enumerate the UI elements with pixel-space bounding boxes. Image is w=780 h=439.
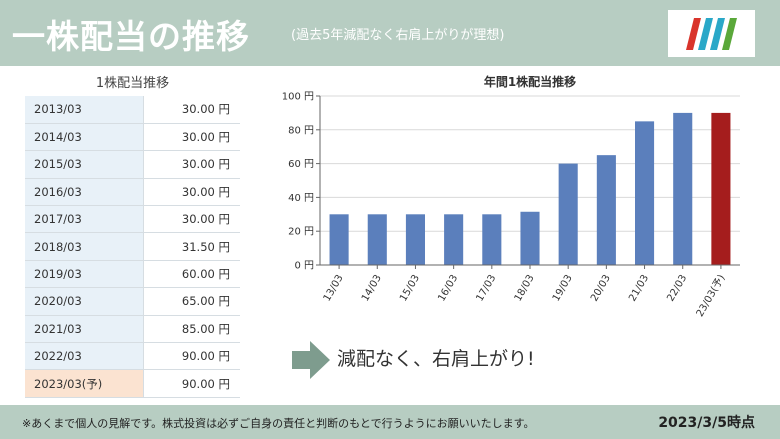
x-tick-label: 23/03(予) bbox=[694, 272, 728, 318]
table-cell-value: 30.00 円 bbox=[143, 96, 240, 124]
right-arrow-icon bbox=[292, 341, 330, 379]
bar bbox=[635, 121, 655, 265]
y-tick-label: 40 円 bbox=[288, 193, 314, 204]
table-row: 2023/03(予) 90.00 円 bbox=[25, 369, 240, 398]
x-tick-label: 14/03 bbox=[360, 273, 384, 303]
table-cell-year: 2013/03 bbox=[25, 96, 144, 124]
y-tick-label: 80 円 bbox=[288, 125, 314, 136]
table-cell-year: 2017/03 bbox=[25, 205, 144, 234]
chart-title: 年間1株配当推移 bbox=[484, 74, 576, 89]
bar-forecast bbox=[711, 112, 731, 266]
bar bbox=[367, 214, 387, 265]
y-tick-label: 100 円 bbox=[282, 92, 314, 103]
x-tick-label: 17/03 bbox=[474, 273, 498, 303]
table-cell-year: 2019/03 bbox=[25, 260, 144, 289]
table-cell-year: 2021/03 bbox=[25, 315, 144, 344]
x-tick-label: 16/03 bbox=[436, 273, 460, 303]
table-row: 2020/03 65.00 円 bbox=[25, 287, 240, 316]
x-tick-label: 19/03 bbox=[551, 273, 575, 303]
table-cell-value: 30.00 円 bbox=[143, 205, 240, 234]
table-row: 2021/03 85.00 円 bbox=[25, 315, 240, 344]
bar bbox=[405, 214, 425, 265]
x-tick-label: 22/03 bbox=[665, 273, 689, 303]
table-row: 2019/03 60.00 円 bbox=[25, 260, 240, 289]
table-cell-year: 2022/03 bbox=[25, 342, 144, 371]
x-tick-label: 21/03 bbox=[627, 273, 651, 303]
page-subtitle: (過去5年減配なく右肩上がりが理想) bbox=[291, 28, 505, 43]
bar bbox=[329, 214, 349, 265]
bar bbox=[444, 214, 464, 265]
table-row: 2018/03 31.50 円 bbox=[25, 232, 240, 261]
table-row: 2017/03 30.00 円 bbox=[25, 205, 240, 234]
header-bar: 一株配当の推移 (過去5年減配なく右肩上がりが理想) bbox=[0, 0, 780, 66]
dividend-bar-chart: 年間1株配当推移 0 円 20 円 40 円 60 円 80 円 100 円 13/03 14/… bbox=[282, 74, 740, 319]
table-cell-year: 2023/03(予) bbox=[25, 369, 144, 398]
dividend-table: 1株配当推移 2013/03 30.00 円 2014/03 30.00 円 2015/… bbox=[25, 72, 240, 398]
table-cell-value: 90.00 円 bbox=[143, 369, 240, 398]
bar bbox=[482, 214, 502, 265]
table-row: 2013/03 30.00 円 bbox=[25, 96, 240, 124]
table-row: 2022/03 90.00 円 bbox=[25, 342, 240, 371]
table-row: 2014/03 30.00 円 bbox=[25, 123, 240, 152]
bar bbox=[558, 163, 578, 265]
brand-logo bbox=[668, 10, 755, 57]
table-cell-value: 30.00 円 bbox=[143, 178, 240, 207]
y-tick-label: 20 円 bbox=[288, 227, 314, 238]
y-tick-label: 0 円 bbox=[294, 261, 314, 272]
table-cell-value: 30.00 円 bbox=[143, 123, 240, 152]
y-tick-label: 60 円 bbox=[288, 159, 314, 170]
table-cell-year: 2014/03 bbox=[25, 123, 144, 152]
trend-note: 減配なく、右肩上がり! bbox=[337, 348, 535, 370]
table-cell-year: 2015/03 bbox=[25, 150, 144, 179]
footer-bar: ※あくまで個人の見解です。株式投資は必ずご自身の責任と判断のもとで行うようにお願… bbox=[0, 405, 780, 439]
dividend-table-grid: 2013/03 30.00 円 2014/03 30.00 円 2015/03 30.00… bbox=[25, 96, 240, 398]
bar bbox=[520, 211, 540, 265]
page-title: 一株配当の推移 bbox=[12, 17, 250, 56]
disclaimer-text: ※あくまで個人の見解です。株式投資は必ずご自身の責任と判断のもとで行うようにお願… bbox=[22, 417, 535, 430]
x-tick-label: 18/03 bbox=[513, 273, 537, 303]
x-tick-label: 15/03 bbox=[398, 273, 422, 303]
table-cell-value: 65.00 円 bbox=[143, 287, 240, 316]
bar bbox=[596, 155, 616, 265]
table-cell-value: 90.00 円 bbox=[143, 342, 240, 371]
table-caption: 1株配当推移 bbox=[95, 76, 170, 91]
table-cell-year: 2018/03 bbox=[25, 232, 144, 261]
table-cell-year: 2016/03 bbox=[25, 178, 144, 207]
table-cell-year: 2020/03 bbox=[25, 287, 144, 316]
bar bbox=[673, 112, 693, 266]
table-cell-value: 85.00 円 bbox=[143, 315, 240, 344]
table-cell-value: 30.00 円 bbox=[143, 150, 240, 179]
table-row: 2016/03 30.00 円 bbox=[25, 178, 240, 207]
as-of-date: 2023/3/5時点 bbox=[658, 415, 755, 431]
x-tick-label: 13/03 bbox=[322, 273, 346, 303]
table-cell-value: 60.00 円 bbox=[143, 260, 240, 289]
table-row: 2015/03 30.00 円 bbox=[25, 150, 240, 179]
x-tick-label: 20/03 bbox=[589, 273, 613, 303]
table-cell-value: 31.50 円 bbox=[143, 232, 240, 261]
